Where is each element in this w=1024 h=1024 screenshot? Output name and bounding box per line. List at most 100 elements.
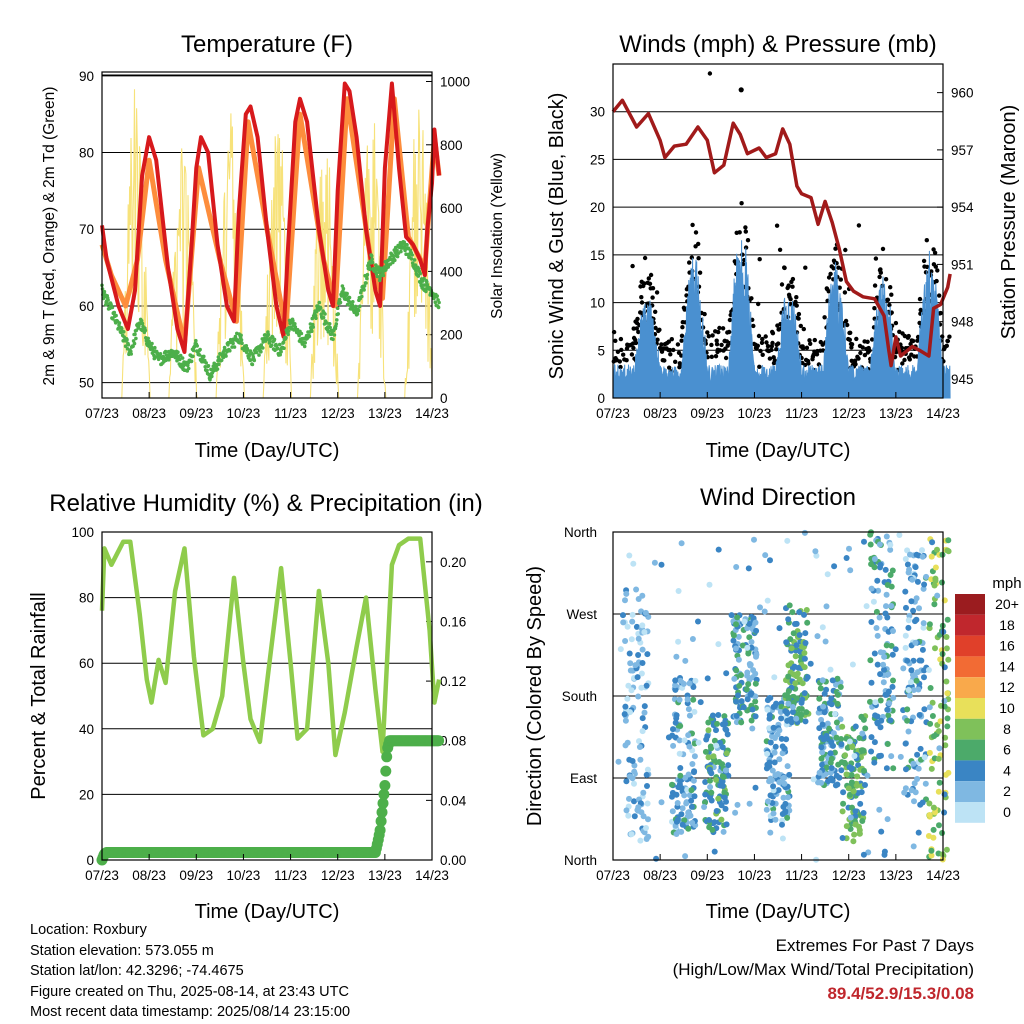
gust-point [667, 347, 673, 353]
gust-point [724, 339, 730, 344]
gust-point [885, 297, 891, 302]
wind-direction-point [804, 674, 811, 681]
gust-point [849, 342, 855, 347]
wind-direction-point [886, 700, 893, 707]
wind-direction-point [642, 609, 649, 616]
gust-point [899, 345, 905, 351]
gust-point [671, 347, 676, 353]
wind-direction-point [677, 723, 684, 729]
wind-direction-point [833, 681, 839, 688]
dewpoint-point [281, 340, 286, 345]
temperature-xtick-label: 13/23 [368, 406, 402, 421]
gust-point [764, 340, 769, 345]
precip-point [379, 780, 391, 791]
wind-direction-point [733, 621, 739, 628]
direction-xlabel: Time (Day/UTC) [706, 901, 851, 923]
wind-direction-point [748, 639, 755, 645]
dewpoint-point [106, 298, 110, 302]
gust-point [767, 356, 773, 361]
direction-xtick-label: 09/23 [690, 868, 724, 883]
wind-direction-point [881, 666, 887, 673]
gust-point [790, 276, 796, 282]
direction-title: Wind Direction [700, 484, 856, 511]
wind-direction-point [843, 771, 850, 778]
wind-direction-point [868, 585, 875, 592]
speed-legend-swatch [955, 760, 985, 782]
wind-direction-point [709, 826, 716, 833]
wind-direction-point [927, 685, 934, 691]
gust-point [745, 238, 751, 243]
dewpoint-point [203, 365, 207, 369]
gust-point [743, 225, 748, 230]
speed-legend-label: 16 [999, 638, 1015, 654]
wind-direction-point [885, 688, 892, 695]
wind-direction-point [715, 795, 722, 802]
dewpoint-point [302, 344, 307, 349]
wind-direction-point [888, 642, 895, 649]
wind-direction-point [746, 800, 753, 807]
dewpoint-point [191, 354, 195, 359]
gust-point [653, 309, 658, 314]
winds-y2tick-label: 960 [951, 86, 974, 101]
dewpoint-point [111, 317, 115, 321]
speed-legend-label: 8 [1003, 721, 1011, 737]
dewpoint-point [232, 345, 237, 349]
wind-direction-point [780, 794, 787, 801]
wind-direction-point [819, 677, 826, 684]
wind-direction-point [911, 780, 918, 787]
wind-direction-point [690, 696, 697, 703]
wind-direction-point [790, 630, 797, 637]
gust-point [776, 341, 781, 346]
wind-direction-point [749, 725, 756, 732]
wind-direction-point [772, 772, 779, 779]
wind-direction-point [868, 679, 875, 686]
wind-direction-point [792, 653, 799, 660]
wind-direction-point [644, 651, 651, 658]
wind-direction-point [781, 780, 788, 787]
wind-direction-point [771, 749, 778, 756]
wind-direction-point [622, 597, 628, 604]
winds-xtick-label: 10/23 [738, 406, 772, 421]
dewpoint-point [239, 338, 244, 342]
wind-direction-point [883, 533, 890, 540]
gust-point [760, 336, 765, 342]
wind-direction-point [677, 772, 684, 779]
wind-direction-point [641, 703, 648, 710]
humidity-xtick-label: 10/23 [227, 868, 261, 883]
gust-point [906, 333, 911, 339]
wind-direction-point [874, 661, 881, 668]
wind-direction-point [816, 695, 823, 702]
wind-direction-point [784, 794, 791, 801]
wind-direction-point [689, 636, 696, 642]
wind-direction-point [856, 735, 863, 741]
wind-direction-point [641, 629, 648, 636]
wind-direction-point [943, 634, 950, 640]
gust-point [907, 357, 912, 362]
dewpoint-point [205, 368, 209, 373]
dewpoint-point [180, 356, 185, 360]
dewpoint-point [191, 348, 196, 353]
speed-legend-label: 2 [1003, 783, 1011, 799]
wind-direction-point [847, 814, 854, 821]
station-elevation: Station elevation: 573.055 m [30, 942, 214, 959]
speed-legend-swatch [955, 718, 985, 740]
wind-direction-point [883, 642, 890, 649]
wind-direction-point [801, 690, 808, 697]
gust-point [723, 355, 729, 361]
wind-direction-point [733, 564, 740, 570]
wind-direction-point [638, 684, 645, 691]
humidity-ylabel-left: Percent & Total Rainfall [28, 592, 50, 800]
wind-direction-point [620, 612, 626, 619]
gust-point [826, 275, 832, 280]
wind-direction-point [878, 828, 885, 835]
gust-point [675, 342, 681, 347]
gust-point [858, 350, 863, 356]
wind-direction-point [828, 775, 835, 782]
wind-direction-point [913, 616, 920, 623]
station-pressure-series [611, 98, 952, 368]
wind-direction-point [819, 624, 826, 631]
wind-direction-point [631, 798, 637, 805]
wind-direction-point [669, 781, 675, 788]
humidity-xlabel: Time (Day/UTC) [195, 901, 340, 923]
dewpoint-point [321, 315, 326, 320]
